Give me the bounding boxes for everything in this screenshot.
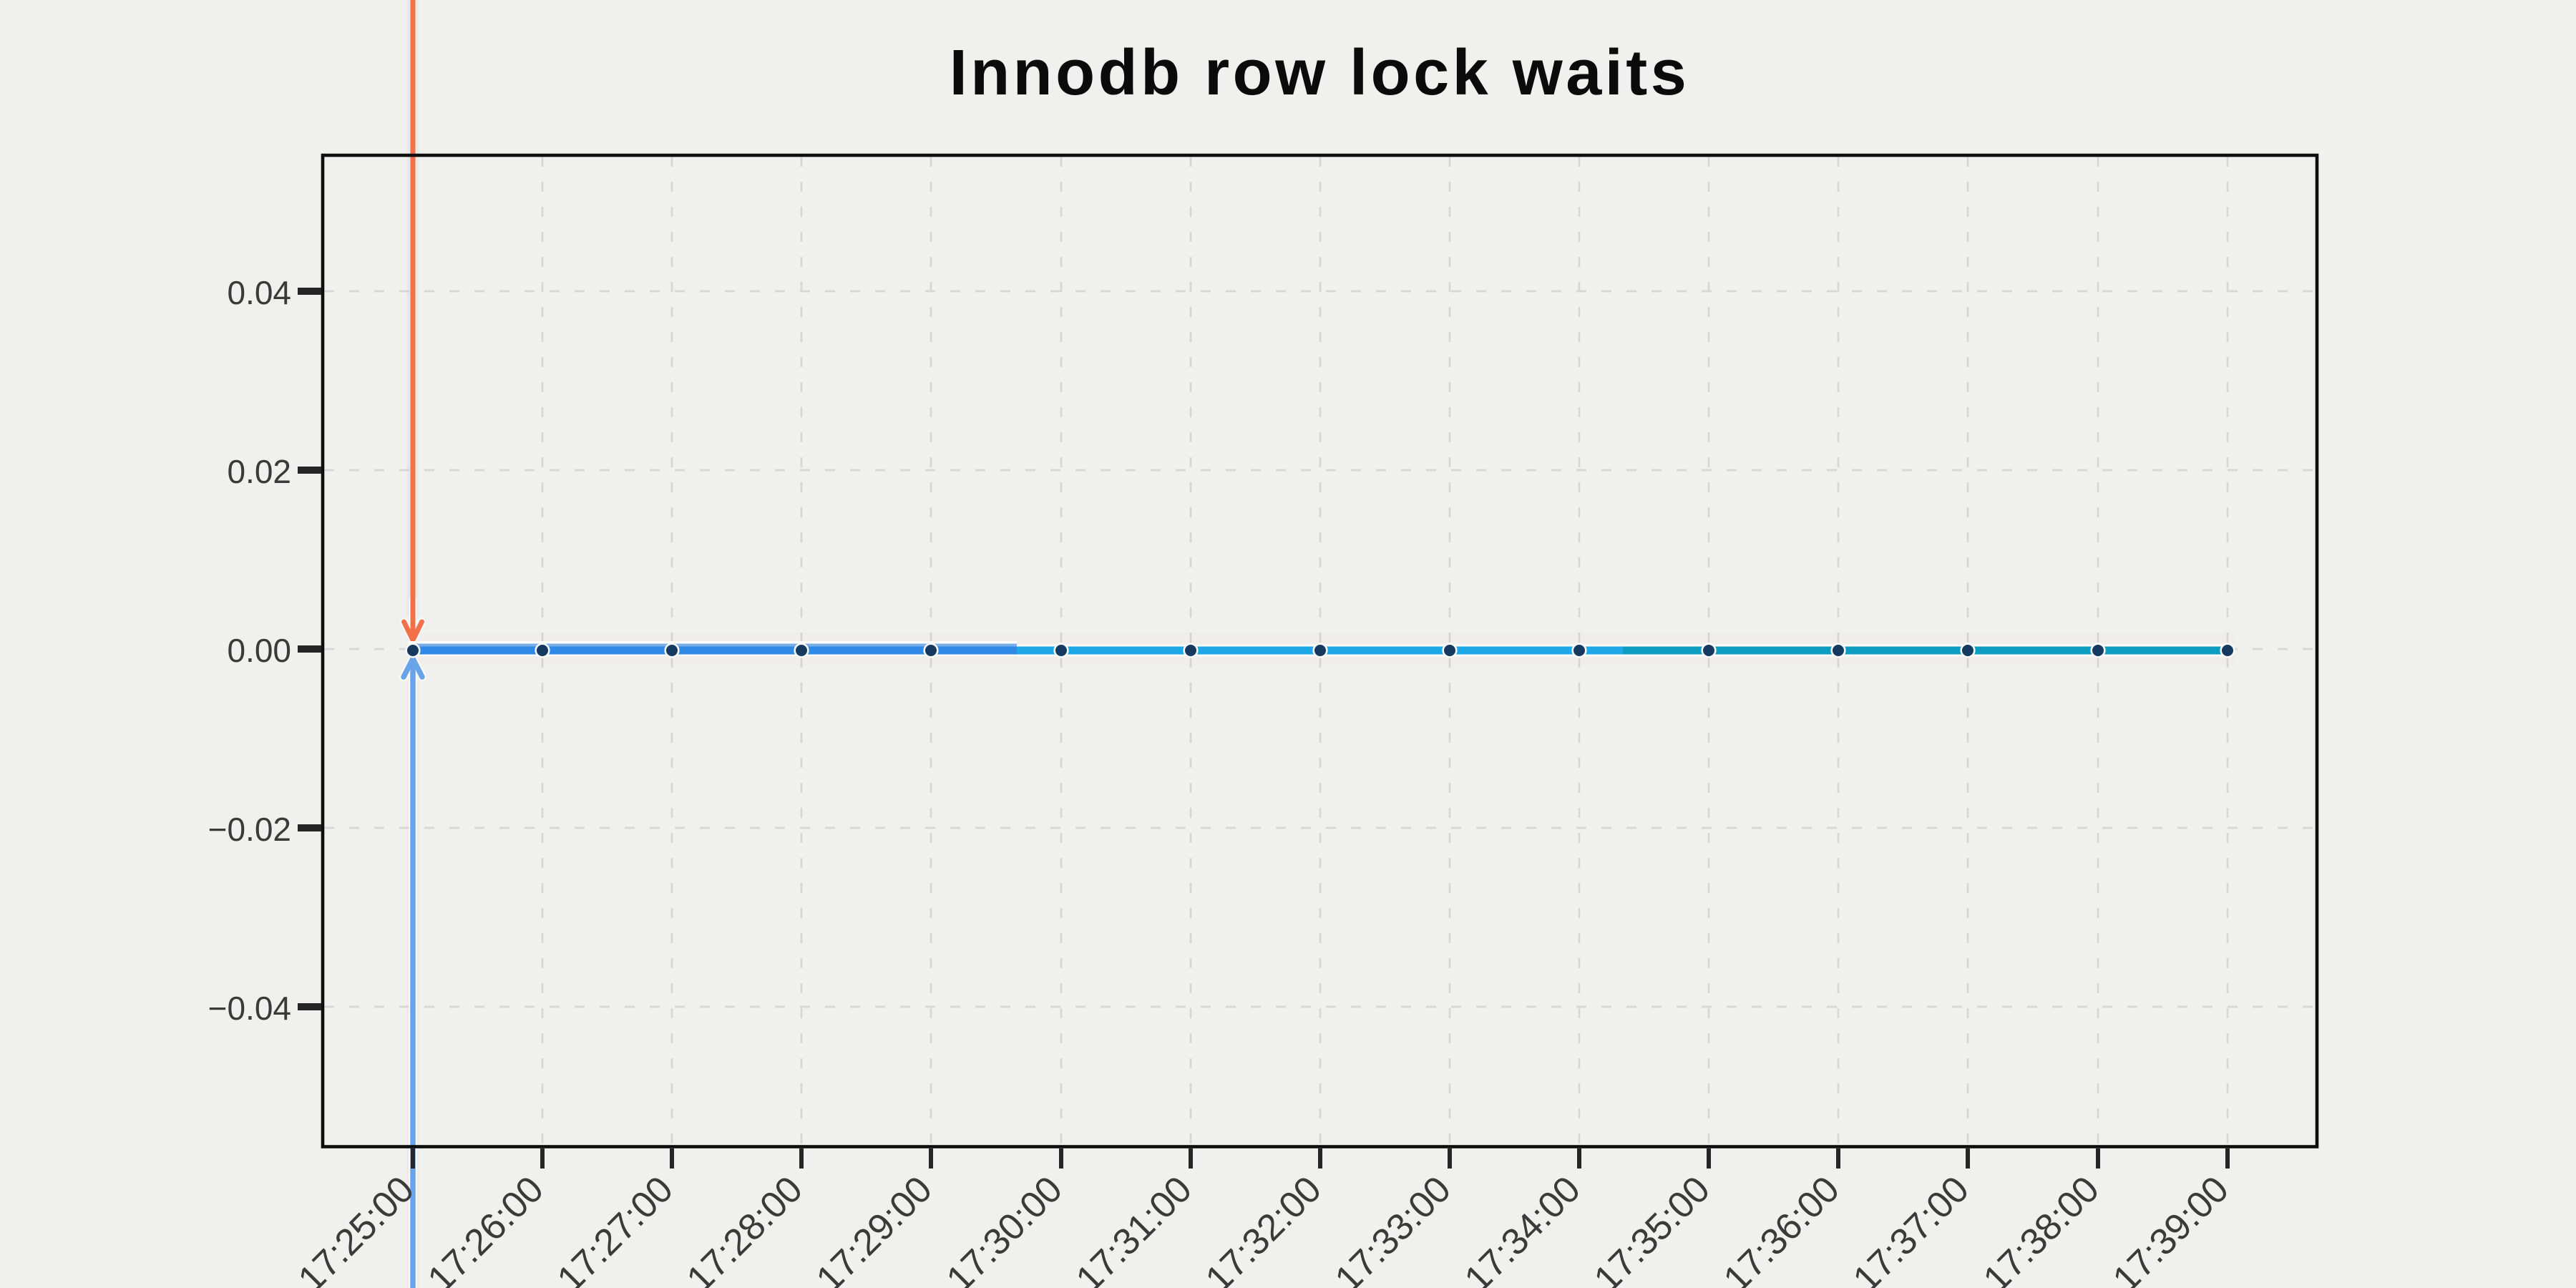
svg-text:−0.02: −0.02 bbox=[208, 811, 291, 848]
svg-text:0.04: 0.04 bbox=[227, 274, 291, 311]
svg-text:Innodb row lock waits: Innodb row lock waits bbox=[950, 37, 1690, 109]
svg-text:0.02: 0.02 bbox=[227, 453, 291, 490]
svg-text:−0.04: −0.04 bbox=[208, 990, 291, 1027]
svg-text:0.00: 0.00 bbox=[227, 632, 291, 669]
